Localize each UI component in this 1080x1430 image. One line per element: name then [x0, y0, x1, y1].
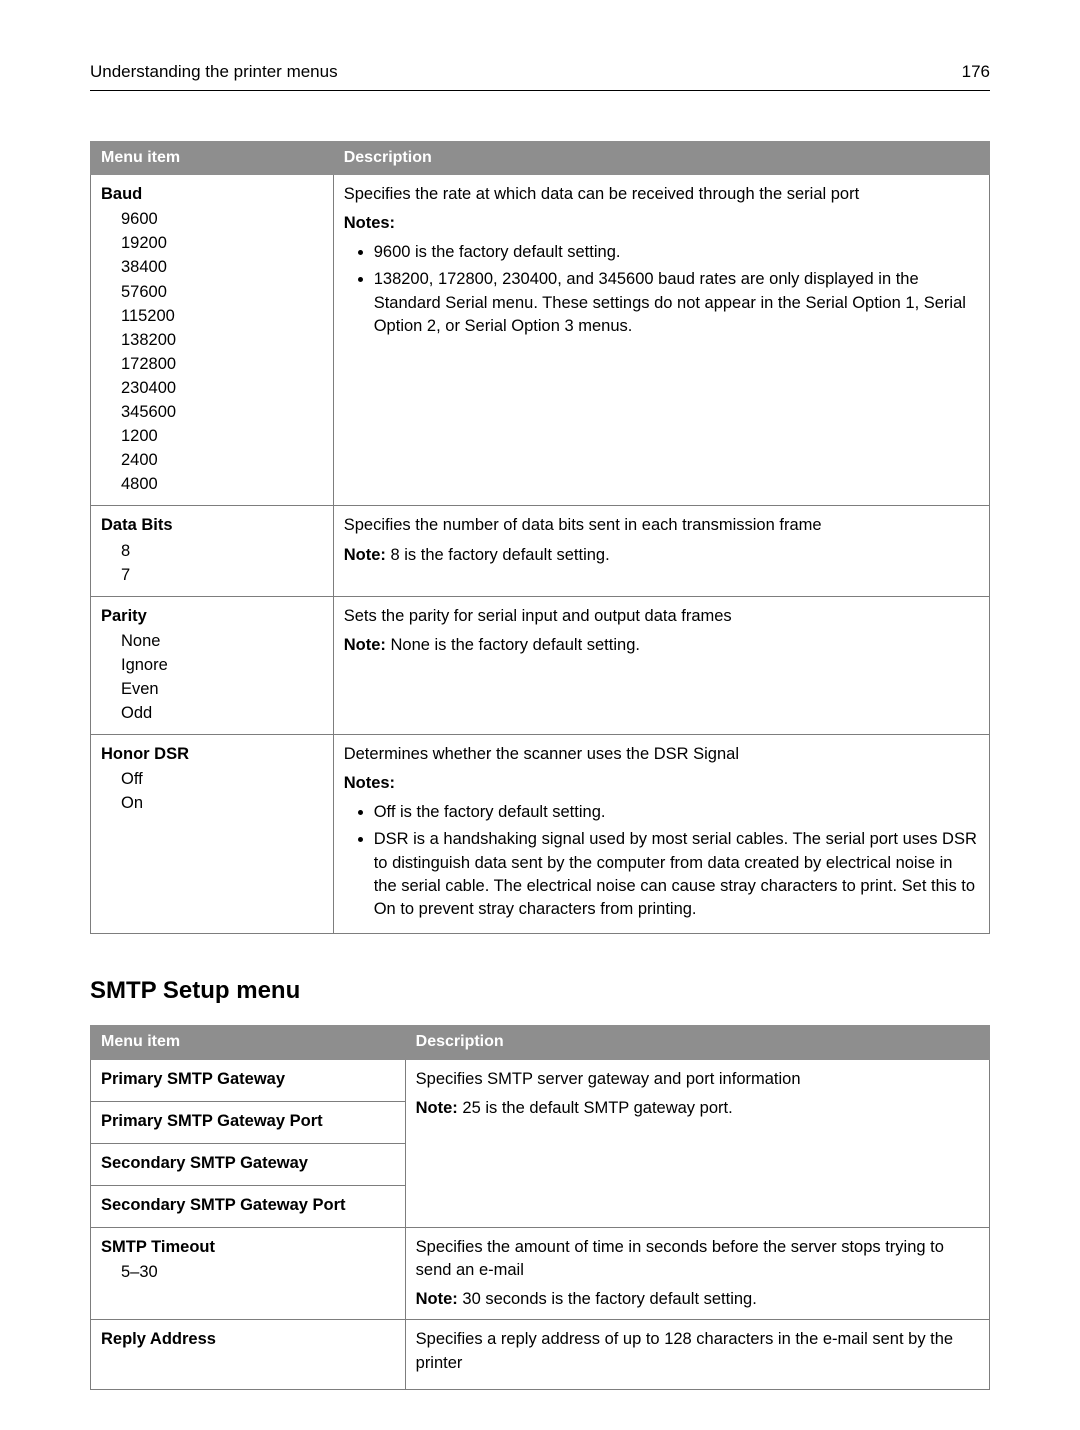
menu-option: Off — [121, 768, 323, 791]
description-intro: Specifies the amount of time in seconds … — [416, 1236, 979, 1282]
menu-item-name: Secondary SMTP Gateway — [101, 1152, 395, 1175]
menu-options-list: 8 7 — [101, 540, 323, 587]
menu-item-name: Honor DSR — [101, 743, 323, 766]
description-intro: Sets the parity for serial input and out… — [344, 605, 979, 628]
menu-item-cell: Reply Address — [91, 1320, 406, 1389]
menu-option: 57600 — [121, 281, 323, 304]
menu-item-cell: Baud 9600 19200 38400 57600 115200 13820… — [91, 175, 334, 506]
menu-options-list: Off On — [101, 768, 323, 815]
menu-option: Even — [121, 678, 323, 701]
description-cell: Specifies the rate at which data can be … — [333, 175, 989, 506]
smtp-menu-table: Menu item Description Primary SMTP Gatew… — [90, 1025, 990, 1389]
description-intro: Determines whether the scanner uses the … — [344, 743, 979, 766]
menu-option: 7 — [121, 564, 323, 587]
description-cell: Specifies the amount of time in seconds … — [405, 1228, 989, 1320]
menu-option: 38400 — [121, 256, 323, 279]
col-header-menu-item: Menu item — [91, 1026, 406, 1059]
description-cell: Determines whether the scanner uses the … — [333, 735, 989, 934]
menu-options-list: 9600 19200 38400 57600 115200 138200 172… — [101, 208, 323, 496]
page-header: Understanding the printer menus 176 — [90, 60, 990, 91]
menu-option: Ignore — [121, 654, 323, 677]
description-intro: Specifies SMTP server gateway and port i… — [416, 1068, 979, 1091]
menu-option: 2400 — [121, 449, 323, 472]
note-text: 25 is the default SMTP gateway port. — [458, 1099, 733, 1117]
table-row: Data Bits 8 7 Specifies the number of da… — [91, 506, 990, 596]
note-inline: Note: 8 is the factory default setting. — [344, 544, 979, 567]
note-label: Note: — [416, 1099, 458, 1117]
menu-item-cell: Primary SMTP Gateway Port — [91, 1101, 406, 1143]
serial-menu-table: Menu item Description Baud 9600 19200 38… — [90, 141, 990, 934]
description-cell: Specifies a reply address of up to 128 c… — [405, 1320, 989, 1389]
menu-option: 4800 — [121, 473, 323, 496]
description-cell: Specifies the number of data bits sent i… — [333, 506, 989, 596]
col-header-menu-item: Menu item — [91, 141, 334, 174]
menu-item-name: Reply Address — [101, 1328, 395, 1351]
menu-item-name: Parity — [101, 605, 323, 628]
note-text: 30 seconds is the factory default settin… — [458, 1290, 757, 1308]
note-item: 9600 is the factory default setting. — [374, 241, 979, 264]
table-row: SMTP Timeout 5–30 Specifies the amount o… — [91, 1228, 990, 1320]
section-title-smtp: SMTP Setup menu — [90, 974, 990, 1008]
description-cell: Specifies SMTP server gateway and port i… — [405, 1059, 989, 1227]
menu-option: 5–30 — [121, 1261, 395, 1284]
menu-options-list: 5–30 — [101, 1261, 395, 1284]
menu-item-cell: Secondary SMTP Gateway — [91, 1143, 406, 1185]
col-header-description: Description — [405, 1026, 989, 1059]
menu-option: 138200 — [121, 329, 323, 352]
description-cell: Sets the parity for serial input and out… — [333, 596, 989, 734]
menu-item-name: Primary SMTP Gateway — [101, 1068, 395, 1091]
menu-item-name: Data Bits — [101, 514, 323, 537]
description-intro: Specifies the number of data bits sent i… — [344, 514, 979, 537]
table-row: Reply Address Specifies a reply address … — [91, 1320, 990, 1389]
note-label: Note: — [344, 546, 386, 564]
note-label: Note: — [344, 636, 386, 654]
table-row: Baud 9600 19200 38400 57600 115200 13820… — [91, 175, 990, 506]
menu-option: 9600 — [121, 208, 323, 231]
menu-option: Odd — [121, 702, 323, 725]
notes-list: Off is the factory default setting. DSR … — [344, 801, 979, 920]
menu-item-name: SMTP Timeout — [101, 1236, 395, 1259]
menu-option: 345600 — [121, 401, 323, 424]
table-row: Primary SMTP Gateway Specifies SMTP serv… — [91, 1059, 990, 1101]
notes-label: Notes: — [344, 772, 979, 795]
menu-item-name: Baud — [101, 183, 323, 206]
menu-item-cell: SMTP Timeout 5–30 — [91, 1228, 406, 1320]
menu-item-cell: Secondary SMTP Gateway Port — [91, 1186, 406, 1228]
menu-option: 1200 — [121, 425, 323, 448]
page-number: 176 — [962, 60, 990, 84]
menu-option: 19200 — [121, 232, 323, 255]
note-text: None is the factory default setting. — [386, 636, 640, 654]
table-row: Honor DSR Off On Determines whether the … — [91, 735, 990, 934]
description-intro: Specifies the rate at which data can be … — [344, 183, 979, 206]
note-inline: Note: None is the factory default settin… — [344, 634, 979, 657]
description-intro: Specifies a reply address of up to 128 c… — [416, 1328, 979, 1374]
menu-item-name: Secondary SMTP Gateway Port — [101, 1194, 395, 1217]
menu-options-list: None Ignore Even Odd — [101, 630, 323, 725]
menu-option: 230400 — [121, 377, 323, 400]
note-inline: Note: 25 is the default SMTP gateway por… — [416, 1097, 979, 1120]
note-item: 138200, 172800, 230400, and 345600 baud … — [374, 268, 979, 337]
menu-item-cell: Parity None Ignore Even Odd — [91, 596, 334, 734]
note-label: Note: — [416, 1290, 458, 1308]
menu-option: 115200 — [121, 305, 323, 328]
menu-item-cell: Honor DSR Off On — [91, 735, 334, 934]
notes-label: Notes: — [344, 212, 979, 235]
menu-item-name: Primary SMTP Gateway Port — [101, 1110, 395, 1133]
note-item: Off is the factory default setting. — [374, 801, 979, 824]
menu-option: 8 — [121, 540, 323, 563]
menu-option: None — [121, 630, 323, 653]
page-header-title: Understanding the printer menus — [90, 60, 338, 84]
menu-option: On — [121, 792, 323, 815]
notes-list: 9600 is the factory default setting. 138… — [344, 241, 979, 337]
menu-option: 172800 — [121, 353, 323, 376]
note-inline: Note: 30 seconds is the factory default … — [416, 1288, 979, 1311]
menu-item-cell: Primary SMTP Gateway — [91, 1059, 406, 1101]
note-item: DSR is a handshaking signal used by most… — [374, 828, 979, 920]
menu-item-cell: Data Bits 8 7 — [91, 506, 334, 596]
note-text: 8 is the factory default setting. — [386, 546, 610, 564]
col-header-description: Description — [333, 141, 989, 174]
table-row: Parity None Ignore Even Odd Sets the par… — [91, 596, 990, 734]
